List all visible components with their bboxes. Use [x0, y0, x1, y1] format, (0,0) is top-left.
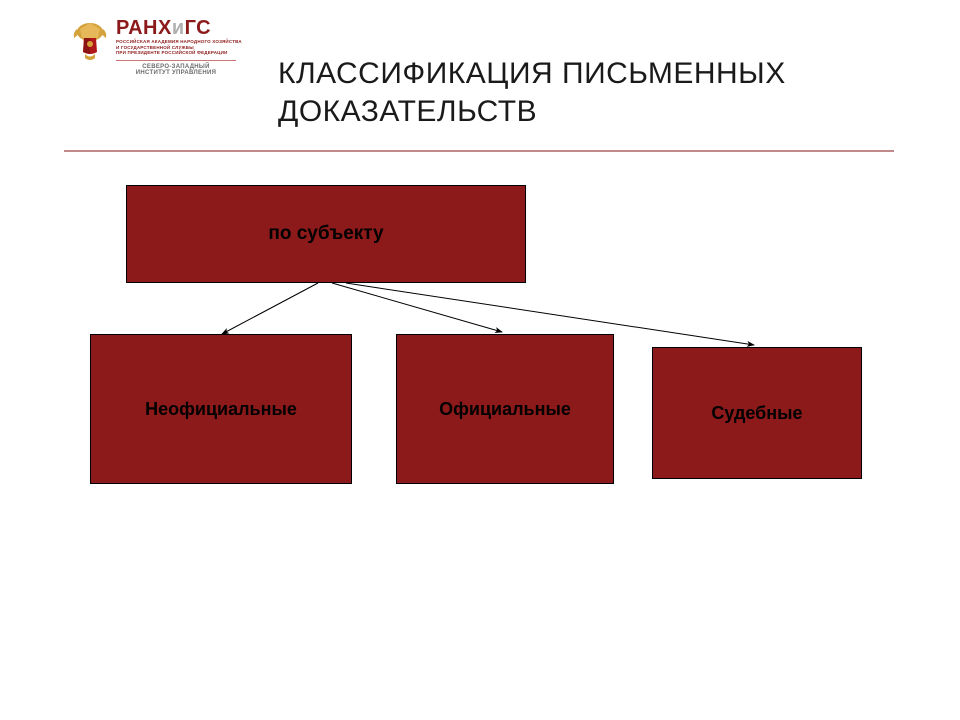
logo-subtitle-line3: ПРИ ПРЕЗИДЕНТЕ РОССИЙСКОЙ ФЕДЕРАЦИИ [116, 51, 242, 56]
diagram-node-n1: Неофициальные [90, 334, 352, 484]
diagram-node-label: по субъекту [268, 223, 383, 245]
diagram-node-label: Судебные [711, 403, 802, 424]
slide: РАНХиГС РОССИЙСКАЯ АКАДЕМИЯ НАРОДНОГО ХО… [0, 0, 960, 720]
logo-institute: СЕВЕРО-ЗАПАДНЫЙ ИНСТИТУТ УПРАВЛЕНИЯ [116, 60, 236, 77]
diagram-edge [332, 283, 502, 332]
logo-acronym-part1: РАНХ [116, 17, 172, 39]
logo-text-block: РАНХиГС РОССИЙСКАЯ АКАДЕМИЯ НАРОДНОГО ХО… [116, 18, 242, 77]
logo-institute-line2: ИНСТИТУТ УПРАВЛЕНИЯ [116, 70, 236, 76]
title-divider [64, 150, 894, 152]
logo-subtitle-line1: РОССИЙСКАЯ АКАДЕМИЯ НАРОДНОГО ХОЗЯЙСТВА [116, 40, 242, 45]
diagram-node-label: Официальные [439, 399, 571, 420]
diagram-node-n3: Судебные [652, 347, 862, 479]
diagram-edge [222, 283, 318, 334]
slide-title: КЛАССИФИКАЦИЯ ПИСЬМЕННЫХ ДОКАЗАТЕЛЬСТВ [278, 55, 898, 132]
diagram-node-root: по субъекту [126, 185, 526, 283]
logo-acronym-amp: и [172, 17, 185, 39]
institution-logo: РАНХиГС РОССИЙСКАЯ АКАДЕМИЯ НАРОДНОГО ХО… [70, 18, 250, 77]
logo-acronym: РАНХиГС [116, 18, 242, 39]
diagram-node-n2: Официальные [396, 334, 614, 484]
diagram-node-label: Неофициальные [145, 399, 297, 420]
emblem-icon [70, 20, 110, 64]
logo-acronym-part2: ГС [185, 17, 212, 39]
